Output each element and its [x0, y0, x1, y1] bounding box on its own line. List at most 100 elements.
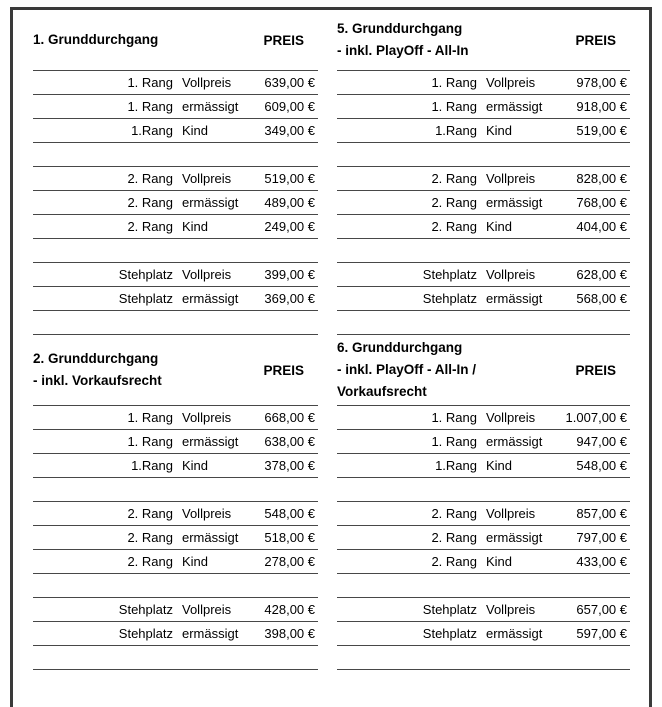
price-cell: 638,00 €: [253, 429, 318, 454]
empty-cell: [33, 214, 87, 239]
tarif-cell: Vollpreis: [477, 501, 557, 526]
empty-cell: [33, 453, 87, 478]
spacer-row: [337, 310, 630, 335]
rang-cell: Stehplatz: [87, 286, 173, 311]
rang-cell: 1.Rang: [391, 453, 477, 478]
price-cell: 489,00 €: [253, 190, 318, 215]
rang-cell: Stehplatz: [87, 621, 173, 646]
tarif-cell: Vollpreis: [173, 166, 253, 191]
tarif-cell: ermässigt: [173, 94, 253, 119]
table-row: 1.Rang Kind 349,00 €: [33, 118, 318, 143]
tarif-cell: Kind: [173, 118, 253, 143]
price-cell: 768,00 €: [557, 190, 630, 215]
tarif-cell: Vollpreis: [173, 70, 253, 95]
price-cell: 947,00 €: [557, 429, 630, 454]
rang-cell: 1. Rang: [391, 405, 477, 430]
price-table: 1. Rang Vollpreis 1.007,00 € 1. Rang ermäss…: [337, 405, 630, 670]
tarif-cell: ermässigt: [477, 190, 557, 215]
price-cell: 398,00 €: [253, 621, 318, 646]
table-row: 2. Rang Kind 404,00 €: [337, 214, 630, 239]
empty-cell: [33, 118, 87, 143]
empty-cell: [337, 118, 391, 143]
table-row: 2. Rang Vollpreis 519,00 €: [33, 166, 318, 191]
section-header: 2. Grunddurchgang - inkl. Vorkaufsrecht …: [33, 335, 318, 405]
empty-cell: [33, 549, 87, 574]
section-header: 5. Grunddurchgang - inkl. PlayOff - All-…: [337, 10, 630, 70]
price-cell: 518,00 €: [253, 525, 318, 550]
empty-cell: [33, 70, 87, 95]
table-row: 2. Rang Vollpreis 857,00 €: [337, 501, 630, 526]
price-cell: 568,00 €: [557, 286, 630, 311]
table-row: Stehplatz Vollpreis 628,00 €: [337, 262, 630, 287]
price-cell: 668,00 €: [253, 405, 318, 430]
tarif-cell: Kind: [477, 549, 557, 574]
tarif-cell: ermässigt: [173, 286, 253, 311]
rang-cell: 1. Rang: [391, 429, 477, 454]
rang-cell: Stehplatz: [391, 286, 477, 311]
table-row: 2. Rang ermässigt 489,00 €: [33, 190, 318, 215]
price-table: 1. Rang Vollpreis 639,00 € 1. Rang ermässig…: [33, 70, 318, 335]
empty-cell: [337, 405, 391, 430]
empty-cell: [337, 501, 391, 526]
spacer-row: [337, 645, 630, 670]
table-row: 2. Rang ermässigt 518,00 €: [33, 525, 318, 550]
rang-cell: 1. Rang: [391, 94, 477, 119]
table-row: 1. Rang Vollpreis 978,00 €: [337, 70, 630, 95]
price-cell: 978,00 €: [557, 70, 630, 95]
rang-cell: 1. Rang: [391, 70, 477, 95]
tarif-cell: Kind: [173, 549, 253, 574]
price-table: 1. Rang Vollpreis 668,00 € 1. Rang ermässig…: [33, 405, 318, 670]
spacer-row: [337, 478, 630, 502]
table-row: 1. Rang Vollpreis 639,00 €: [33, 70, 318, 95]
section-title: 1. Grunddurchgang: [33, 29, 158, 51]
spacer-row: [33, 478, 318, 502]
empty-cell: [337, 525, 391, 550]
section-header: 1. Grunddurchgang PREIS: [33, 10, 318, 70]
price-list-columns: 1. Grunddurchgang PREIS 1. Rang Vollpreis…: [33, 10, 649, 670]
table-row: Stehplatz ermässigt 369,00 €: [33, 286, 318, 311]
price-cell: 797,00 €: [557, 525, 630, 550]
table-row: 2. Rang Vollpreis 828,00 €: [337, 166, 630, 191]
section-header: 6. Grunddurchgang - inkl. PlayOff - All-…: [337, 335, 630, 405]
tarif-cell: Vollpreis: [477, 597, 557, 622]
price-cell: 609,00 €: [253, 94, 318, 119]
tarif-cell: ermässigt: [173, 621, 253, 646]
table-row: Stehplatz ermässigt 597,00 €: [337, 621, 630, 646]
rang-cell: Stehplatz: [87, 597, 173, 622]
column-right: 5. Grunddurchgang - inkl. PlayOff - All-…: [337, 10, 630, 670]
rang-cell: 2. Rang: [87, 214, 173, 239]
table-row: Stehplatz ermässigt 398,00 €: [33, 621, 318, 646]
tarif-cell: ermässigt: [477, 429, 557, 454]
tarif-cell: Kind: [477, 453, 557, 478]
empty-cell: [337, 597, 391, 622]
empty-cell: [337, 549, 391, 574]
tarif-cell: Kind: [477, 214, 557, 239]
price-table: 1. Rang Vollpreis 978,00 € 1. Rang ermässig…: [337, 70, 630, 335]
rang-cell: 2. Rang: [87, 549, 173, 574]
rang-cell: 2. Rang: [391, 549, 477, 574]
price-cell: 249,00 €: [253, 214, 318, 239]
column-left: 1. Grunddurchgang PREIS 1. Rang Vollpreis…: [33, 10, 318, 670]
price-cell: 433,00 €: [557, 549, 630, 574]
table-row: 2. Rang Kind 278,00 €: [33, 549, 318, 574]
table-row: 1.Rang Kind 548,00 €: [337, 453, 630, 478]
table-row: Stehplatz Vollpreis 428,00 €: [33, 597, 318, 622]
preis-column-header: PREIS: [575, 362, 616, 378]
empty-cell: [337, 262, 391, 287]
tarif-cell: Vollpreis: [173, 262, 253, 287]
empty-cell: [33, 262, 87, 287]
section-title-line: 6. Grunddurchgang: [337, 340, 463, 355]
empty-cell: [337, 429, 391, 454]
tarif-cell: Kind: [173, 453, 253, 478]
price-cell: 404,00 €: [557, 214, 630, 239]
tarif-cell: Vollpreis: [173, 405, 253, 430]
section-title-line: 5. Grunddurchgang: [337, 21, 463, 36]
price-cell: 657,00 €: [557, 597, 630, 622]
spacer-row: [337, 574, 630, 598]
section-title-line: - inkl. PlayOff - All-In /: [337, 362, 477, 377]
rang-cell: 1.Rang: [87, 453, 173, 478]
tarif-cell: ermässigt: [477, 94, 557, 119]
empty-cell: [337, 214, 391, 239]
rang-cell: 2. Rang: [391, 525, 477, 550]
spacer-row: [33, 574, 318, 598]
